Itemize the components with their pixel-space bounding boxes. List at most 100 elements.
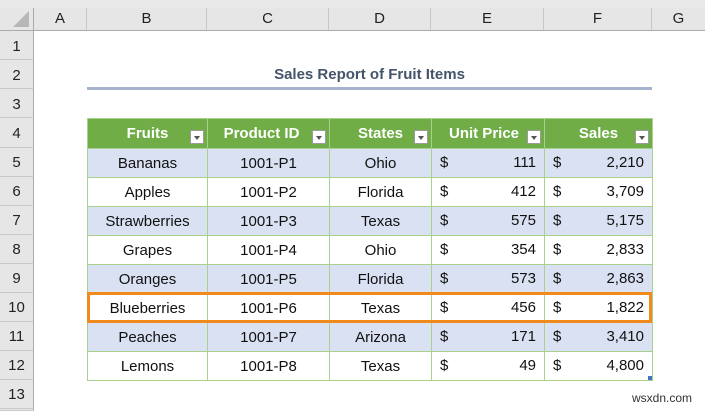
header-sales[interactable]: Sales: [544, 118, 653, 149]
column-header-bar: A B C D E F G: [34, 8, 705, 31]
amount: 111: [513, 154, 536, 171]
column-header-g[interactable]: G: [672, 10, 685, 27]
currency-symbol: $: [440, 183, 449, 200]
row-header-2[interactable]: 2: [0, 60, 34, 89]
cell-product-id[interactable]: 1001-P1: [207, 148, 330, 178]
cell-unit-price[interactable]: $354: [431, 235, 545, 265]
column-header-a[interactable]: A: [34, 8, 87, 30]
cell-sales[interactable]: $1,822: [544, 293, 653, 323]
title-underline: [87, 87, 652, 90]
column-header-b[interactable]: B: [87, 8, 207, 30]
row-header-8[interactable]: 8: [0, 235, 34, 264]
row-header-7[interactable]: 7: [0, 206, 34, 235]
column-header-c[interactable]: C: [207, 8, 329, 30]
cell-fruit[interactable]: Apples: [87, 177, 208, 207]
row-header-6[interactable]: 6: [0, 177, 34, 206]
currency-symbol: $: [440, 154, 449, 171]
table-header-row: Fruits Product ID States Unit Price Sale…: [87, 118, 653, 149]
header-unit-price[interactable]: Unit Price: [431, 118, 545, 149]
filter-dropdown-icon[interactable]: [312, 130, 326, 144]
currency-symbol: $: [440, 357, 449, 374]
amount: 2,210: [606, 154, 644, 171]
row-header-5[interactable]: 5: [0, 148, 34, 177]
cell-unit-price[interactable]: $111: [431, 148, 545, 178]
table-row: Peaches 1001-P7 Arizona $171 $3,410: [87, 322, 653, 352]
amount: 4,800: [606, 357, 644, 374]
cell-product-id[interactable]: 1001-P4: [207, 235, 330, 265]
cell-sales[interactable]: $3,410: [544, 322, 653, 352]
cell-sales[interactable]: $2,210: [544, 148, 653, 178]
row-header-10[interactable]: 10: [0, 293, 34, 322]
watermark: wsxdn.com: [632, 391, 693, 405]
cell-fruit[interactable]: Peaches: [87, 322, 208, 352]
table-row: Apples 1001-P2 Florida $412 $3,709: [87, 177, 653, 207]
cell-sales[interactable]: $4,800: [544, 351, 653, 381]
currency-symbol: $: [440, 212, 449, 229]
cell-sales[interactable]: $2,863: [544, 264, 653, 294]
cell-unit-price[interactable]: $412: [431, 177, 545, 207]
cell-product-id[interactable]: 1001-P2: [207, 177, 330, 207]
cell-unit-price[interactable]: $575: [431, 206, 545, 236]
cell-state[interactable]: Florida: [329, 264, 432, 294]
table-row: Bananas 1001-P1 Ohio $111 $2,210: [87, 148, 653, 178]
cell-sales[interactable]: $2,833: [544, 235, 653, 265]
column-header-d[interactable]: D: [329, 8, 431, 30]
cell-product-id[interactable]: 1001-P7: [207, 322, 330, 352]
cell-state[interactable]: Florida: [329, 177, 432, 207]
column-header-f[interactable]: F: [544, 8, 652, 30]
header-product-id[interactable]: Product ID: [207, 118, 330, 149]
header-states[interactable]: States: [329, 118, 432, 149]
cell-product-id[interactable]: 1001-P5: [207, 264, 330, 294]
cell-product-id[interactable]: 1001-P6: [207, 293, 330, 323]
cell-state[interactable]: Ohio: [329, 235, 432, 265]
cell-state[interactable]: Texas: [329, 351, 432, 381]
header-fruits[interactable]: Fruits: [87, 118, 208, 149]
currency-symbol: $: [553, 212, 562, 229]
row-header-9[interactable]: 9: [0, 264, 34, 293]
cell-state[interactable]: Arizona: [329, 322, 432, 352]
cell-state[interactable]: Texas: [329, 206, 432, 236]
amount: 412: [510, 183, 536, 200]
amount: 575: [510, 212, 536, 229]
column-header-e[interactable]: E: [431, 8, 544, 30]
row-header-13[interactable]: 13: [0, 380, 34, 409]
cell-fruit[interactable]: Blueberries: [87, 293, 208, 323]
cell-unit-price[interactable]: $49: [431, 351, 545, 381]
cell-fruit[interactable]: Strawberries: [87, 206, 208, 236]
cell-unit-price[interactable]: $456: [431, 293, 545, 323]
cell-unit-price[interactable]: $573: [431, 264, 545, 294]
cell-unit-price[interactable]: $171: [431, 322, 545, 352]
cell-sales[interactable]: $3,709: [544, 177, 653, 207]
row-header-3[interactable]: 3: [0, 89, 34, 118]
cell-fruit[interactable]: Oranges: [87, 264, 208, 294]
currency-symbol: $: [440, 328, 449, 345]
filter-dropdown-icon[interactable]: [527, 130, 541, 144]
table-row: Oranges 1001-P5 Florida $573 $2,863: [87, 264, 653, 294]
report-title[interactable]: Sales Report of Fruit Items: [274, 66, 465, 83]
table-row: Grapes 1001-P4 Ohio $354 $2,833: [87, 235, 653, 265]
amount: 573: [510, 270, 536, 287]
cell-sales[interactable]: $5,175: [544, 206, 653, 236]
filter-dropdown-icon[interactable]: [635, 130, 649, 144]
cell-product-id[interactable]: 1001-P8: [207, 351, 330, 381]
row-header-1[interactable]: 1: [0, 31, 34, 60]
table-row: Strawberries 1001-P3 Texas $575 $5,175: [87, 206, 653, 236]
cell-fruit[interactable]: Lemons: [87, 351, 208, 381]
cell-product-id[interactable]: 1001-P3: [207, 206, 330, 236]
cell-state[interactable]: Ohio: [329, 148, 432, 178]
cell-fruit[interactable]: Bananas: [87, 148, 208, 178]
cell-fruit[interactable]: Grapes: [87, 235, 208, 265]
table-resize-handle-icon[interactable]: [648, 376, 652, 380]
header-label: Fruits: [126, 125, 169, 142]
filter-dropdown-icon[interactable]: [414, 130, 428, 144]
row-header-12[interactable]: 12: [0, 351, 34, 380]
select-all-triangle-icon: [13, 11, 29, 27]
table-row: Lemons 1001-P8 Texas $49 $4,800: [87, 351, 653, 381]
currency-symbol: $: [553, 270, 562, 287]
row-header-11[interactable]: 11: [0, 322, 34, 351]
filter-dropdown-icon[interactable]: [190, 130, 204, 144]
select-all-corner[interactable]: [0, 8, 34, 31]
currency-symbol: $: [440, 241, 449, 258]
row-header-4[interactable]: 4: [0, 118, 34, 148]
cell-state[interactable]: Texas: [329, 293, 432, 323]
